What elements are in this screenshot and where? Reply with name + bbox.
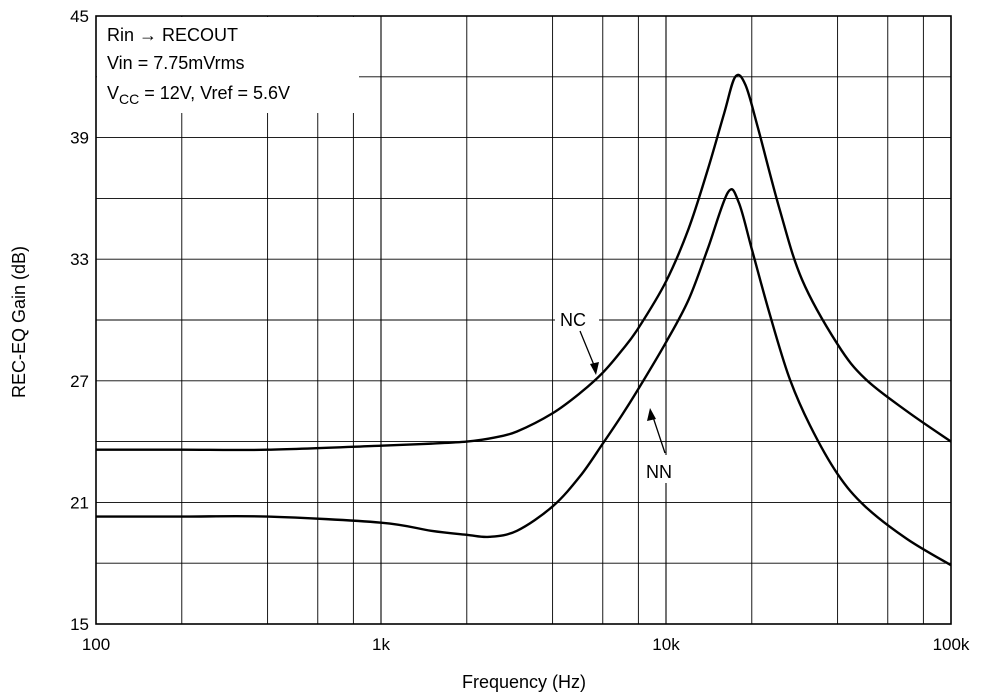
nc-label-bg	[555, 305, 599, 331]
nn-label-bg	[640, 455, 684, 483]
nn-arrow	[647, 408, 666, 454]
series-layer	[96, 73, 952, 567]
y-tick-label: 33	[70, 250, 89, 269]
condition-line-2: Vin = 7.75mVrms	[107, 53, 245, 73]
y-tick-label: 21	[70, 493, 89, 512]
x-axis-title: Frequency (Hz)	[462, 672, 586, 692]
tick-layer: 100 1k 10k 100k 15 21 27 33 39 45	[70, 7, 970, 654]
condition-line-3-subscript: CC	[119, 91, 139, 107]
condition-line-3-suffix: = 12V, Vref = 5.6V	[139, 83, 290, 103]
x-tick-label: 100k	[933, 635, 970, 654]
y-tick-label: 15	[70, 615, 89, 634]
condition-line-3: VCC = 12V, Vref = 5.6V	[107, 83, 290, 107]
condition-line-3-prefix: V	[107, 83, 119, 103]
x-tick-label: 100	[82, 635, 110, 654]
nc-series-label: NC	[560, 310, 586, 330]
conditions-box	[97, 17, 359, 113]
series-line-nn	[96, 188, 952, 567]
series-line-nc	[96, 73, 952, 452]
plot-frame	[95, 15, 952, 625]
nc-arrow	[579, 330, 599, 375]
nn-series-label: NN	[646, 462, 672, 482]
y-tick-label: 39	[70, 129, 89, 148]
condition-line-1: Rin → RECOUT	[107, 25, 238, 45]
x-tick-label: 10k	[652, 635, 680, 654]
y-tick-label: 27	[70, 372, 89, 391]
y-axis-title: REC-EQ Gain (dB)	[9, 246, 29, 398]
x-tick-label: 1k	[372, 635, 390, 654]
y-tick-label: 45	[70, 7, 89, 26]
grid-layer	[96, 16, 951, 624]
